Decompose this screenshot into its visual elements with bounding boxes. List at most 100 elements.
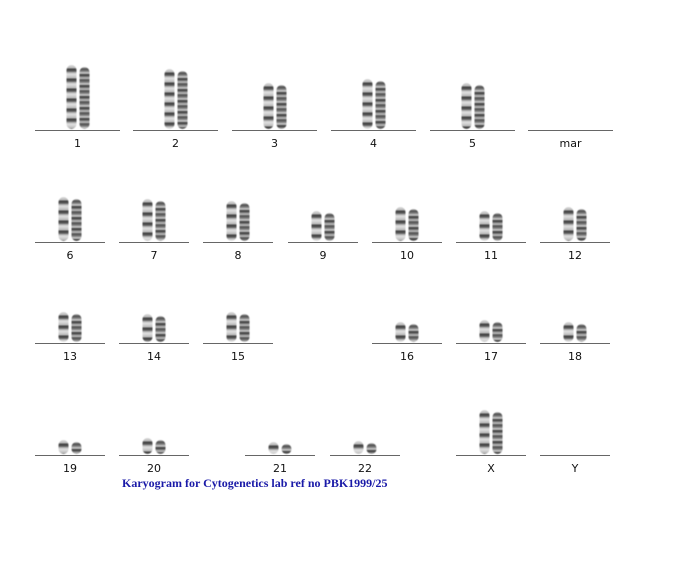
chromosome xyxy=(375,81,385,129)
chromosome xyxy=(79,67,89,129)
chromosome-slot-20: 20 xyxy=(119,375,189,475)
baseline xyxy=(430,130,515,131)
chromosome-slot-8: 8 xyxy=(203,162,273,262)
chromosome-pair xyxy=(58,312,82,342)
chromosome-pair xyxy=(66,65,89,129)
chromosome-label: Y xyxy=(571,462,579,475)
baseline xyxy=(203,242,273,243)
chromosome xyxy=(142,199,153,241)
chromosome-label: 15 xyxy=(231,350,245,363)
baseline xyxy=(119,343,189,344)
chromosome-label: 20 xyxy=(147,462,161,475)
baseline xyxy=(288,242,358,243)
chromosome xyxy=(563,207,574,241)
chromosome xyxy=(474,85,484,129)
chromosome xyxy=(239,314,250,342)
chromosome xyxy=(268,442,279,454)
chromosome xyxy=(353,441,364,454)
baseline xyxy=(245,455,315,456)
chromosome xyxy=(58,440,69,454)
chromosome-pair xyxy=(362,79,385,129)
chromosome-pair xyxy=(563,207,587,241)
chromosome-pair xyxy=(263,83,286,129)
baseline xyxy=(330,455,400,456)
chromosome xyxy=(576,209,587,241)
chromosome-pair xyxy=(142,314,166,342)
chromosome xyxy=(479,410,490,454)
chromosome-slot-16: 16 xyxy=(372,263,442,363)
chromosome xyxy=(276,85,286,129)
chromosome-label: 4 xyxy=(370,137,377,150)
chromosome-slot-5: 5 xyxy=(430,50,515,150)
chromosome-slot-18: 18 xyxy=(540,263,610,363)
chromosome xyxy=(492,412,503,454)
chromosome xyxy=(492,213,503,241)
chromosome-slot-21: 21 xyxy=(245,375,315,475)
baseline xyxy=(203,343,273,344)
baseline xyxy=(331,130,416,131)
chromosome-pair xyxy=(479,211,503,241)
chromosome-label: 21 xyxy=(273,462,287,475)
chromosome xyxy=(395,322,406,342)
chromosome-label: 16 xyxy=(400,350,414,363)
chromosome-label: mar xyxy=(559,137,582,150)
chromosome-label: 7 xyxy=(150,249,158,262)
chromosome xyxy=(164,69,174,129)
chromosome xyxy=(58,312,69,342)
chromosome xyxy=(226,201,237,241)
chromosome xyxy=(239,203,250,241)
chromosome-label: 2 xyxy=(172,137,179,150)
chromosome-pair xyxy=(164,69,187,129)
baseline xyxy=(35,242,105,243)
chromosome xyxy=(142,438,153,454)
chromosome-pair xyxy=(58,197,82,241)
chromosome-label: 6 xyxy=(66,249,74,262)
baseline xyxy=(372,343,442,344)
chromosome-slot-19: 19 xyxy=(35,375,105,475)
chromosome-slot-2: 2 xyxy=(133,50,218,150)
chromosome-label: 11 xyxy=(484,249,498,262)
chromosome xyxy=(366,443,377,454)
chromosome xyxy=(408,324,419,342)
chromosome xyxy=(492,322,503,342)
chromosome-label: 1 xyxy=(74,137,81,150)
baseline xyxy=(119,455,189,456)
baseline xyxy=(133,130,218,131)
baseline xyxy=(35,455,105,456)
chromosome xyxy=(576,324,587,342)
chromosome xyxy=(71,199,82,241)
baseline xyxy=(456,242,526,243)
chromosome-label: 13 xyxy=(63,350,77,363)
chromosome-slot-3: 3 xyxy=(232,50,317,150)
baseline xyxy=(540,343,610,344)
chromosome-slot-13: 13 xyxy=(35,263,105,363)
chromosome-pair xyxy=(395,207,419,241)
chromosome-pair xyxy=(461,83,484,129)
chromosome-slot-14: 14 xyxy=(119,263,189,363)
baseline xyxy=(372,242,442,243)
chromosome-label: 19 xyxy=(63,462,77,475)
chromosome-label: 14 xyxy=(147,350,161,363)
chromosome-label: 12 xyxy=(568,249,582,262)
chromosome xyxy=(226,312,237,342)
chromosome xyxy=(155,316,166,342)
chromosome xyxy=(58,197,69,241)
chromosome-label: 3 xyxy=(271,137,278,150)
chromosome xyxy=(66,65,76,129)
baseline xyxy=(456,343,526,344)
baseline xyxy=(540,242,610,243)
chromosome xyxy=(71,314,82,342)
chromosome xyxy=(395,207,406,241)
chromosome xyxy=(155,201,166,241)
chromosome-pair xyxy=(479,410,503,454)
baseline xyxy=(456,455,526,456)
chromosome-slot-12: 12 xyxy=(540,162,610,262)
chromosome-pair xyxy=(268,442,292,454)
baseline xyxy=(232,130,317,131)
chromosome xyxy=(408,209,419,241)
chromosome-label: 17 xyxy=(484,350,498,363)
chromosome xyxy=(461,83,471,129)
chromosome xyxy=(142,314,153,342)
chromosome-slot-1: 1 xyxy=(35,50,120,150)
